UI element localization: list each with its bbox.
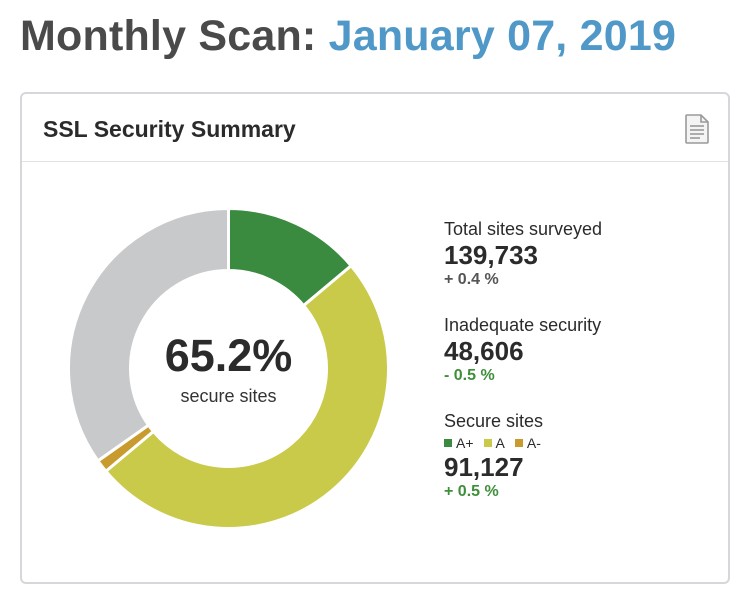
card-title: SSL Security Summary xyxy=(43,116,296,142)
stat-total-sites: Total sites surveyed 139,733 + 0.4 % xyxy=(444,218,714,290)
card-header: SSL Security Summary xyxy=(22,94,728,162)
page-title-date: January 07, 2019 xyxy=(328,12,677,60)
stat-change: - 0.5 % xyxy=(444,367,495,384)
stat-value: 139,733 xyxy=(444,240,538,270)
donut-chart xyxy=(67,206,390,530)
legend-label: A+ xyxy=(456,435,474,451)
stat-value: 91,127 xyxy=(444,452,524,482)
legend-label: A- xyxy=(526,435,541,451)
stats-panel: Total sites surveyed 139,733 + 0.4 % Ina… xyxy=(444,218,714,526)
page-title: Monthly Scan: January 07, 2019 xyxy=(20,12,676,61)
document-icon[interactable] xyxy=(684,114,710,144)
stat-value: 48,606 xyxy=(444,336,524,366)
legend-item-a-plus: A+ xyxy=(444,434,474,452)
legend-swatch-a-plus xyxy=(444,439,452,447)
legend-swatch-a-minus xyxy=(514,439,523,447)
legend-swatch-a xyxy=(483,439,492,447)
stat-label: Secure sites xyxy=(444,411,544,431)
stat-change: + 0.5 % xyxy=(444,483,499,500)
legend-item-a: A xyxy=(483,434,505,452)
grade-legend: A+ A A- xyxy=(444,434,714,452)
stat-label: Inadequate security xyxy=(444,315,602,335)
stat-secure-sites: Secure sites A+ A A- 91,127 + 0.5 % xyxy=(444,410,714,502)
legend-item-a-minus: A- xyxy=(514,434,541,452)
stat-inadequate-security: Inadequate security 48,606 - 0.5 % xyxy=(444,314,714,386)
slice-inadequate[interactable] xyxy=(67,206,230,464)
page-title-prefix: Monthly Scan: xyxy=(20,12,317,60)
slice-a[interactable] xyxy=(103,263,390,530)
ssl-summary-card: SSL Security Summary 65.2% secure sites … xyxy=(20,92,730,584)
legend-label: A xyxy=(495,435,505,451)
stat-change: + 0.4 % xyxy=(444,271,499,288)
stat-label: Total sites surveyed xyxy=(444,219,603,239)
